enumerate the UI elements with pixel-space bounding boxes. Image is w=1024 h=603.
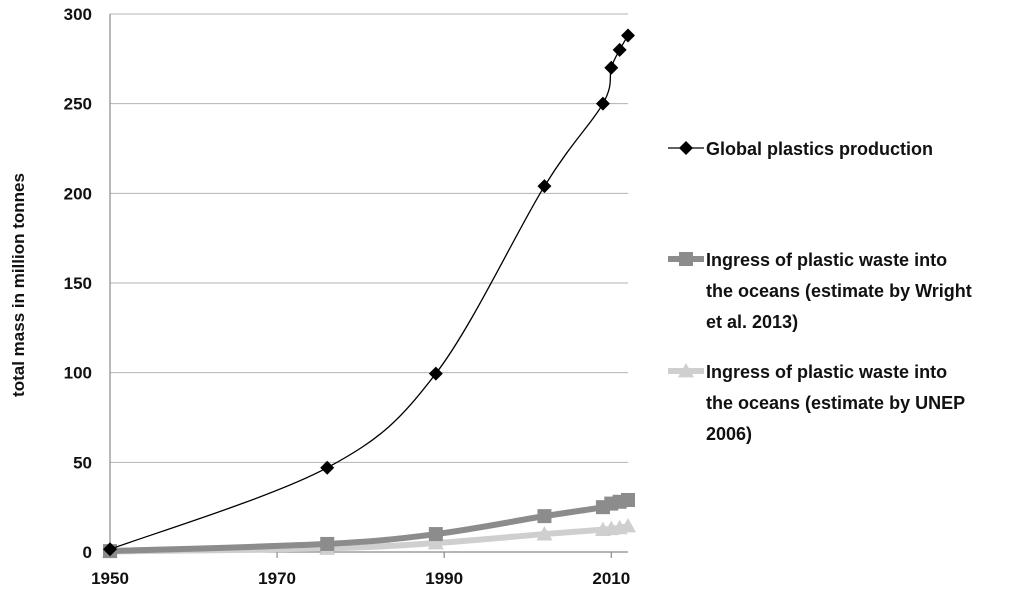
y-axis-title: total mass in million tonnes — [9, 173, 28, 397]
legend-label: the oceans (estimate by UNEP — [706, 393, 965, 413]
gridlines — [110, 13, 628, 463]
data-point — [536, 526, 553, 541]
y-tick-label: 300 — [64, 5, 92, 24]
legend-item: Ingress of plastic waste into the oceans … — [668, 362, 965, 444]
legend-label: the oceans (estimate by Wright — [706, 281, 972, 301]
data-point — [620, 517, 636, 533]
data-point — [621, 28, 635, 43]
data-point — [320, 536, 335, 551]
series-diamond — [103, 28, 635, 557]
data-point — [103, 542, 117, 557]
y-tick-label: 250 — [64, 95, 92, 114]
data-point — [537, 509, 552, 524]
x-tick-label: 1990 — [425, 569, 463, 588]
y-tick-label: 100 — [64, 364, 92, 383]
x-tick-label: 1970 — [258, 569, 296, 588]
legend-label: Global plastics production — [706, 139, 933, 159]
data-point — [604, 60, 619, 75]
legend: Global plastics production Ingress of pla… — [668, 139, 972, 444]
series-line — [107, 496, 631, 555]
legend-swatch-marker — [679, 252, 693, 266]
y-tick-label: 50 — [73, 453, 92, 472]
x-tick-label: 1950 — [91, 569, 129, 588]
legend-label: Ingress of plastic waste into — [706, 362, 947, 382]
legend-swatch-marker — [679, 141, 693, 155]
data-point — [595, 96, 610, 111]
legend-item: Global plastics production — [668, 139, 933, 159]
legend-swatch-marker — [678, 363, 694, 378]
x-tick-label: 2010 — [592, 569, 630, 588]
axes: total mass in million tonnes 0 50 100 150 20… — [9, 5, 630, 588]
legend-label: 2006) — [706, 424, 752, 444]
series-layer — [102, 28, 636, 559]
data-point — [427, 535, 444, 550]
data-point — [612, 42, 627, 57]
data-point — [621, 492, 635, 507]
data-point — [428, 527, 443, 542]
y-tick-label: 0 — [83, 543, 92, 562]
data-point — [428, 366, 443, 381]
data-point — [537, 179, 552, 194]
legend-label: et al. 2013) — [706, 312, 798, 332]
y-tick-label: 200 — [64, 184, 92, 203]
data-point — [320, 460, 335, 475]
series-line — [109, 34, 629, 550]
legend-label: Ingress of plastic waste into — [706, 250, 947, 270]
y-tick-label: 150 — [64, 274, 92, 293]
legend-item: Ingress of plastic waste into the oceans … — [668, 250, 972, 332]
